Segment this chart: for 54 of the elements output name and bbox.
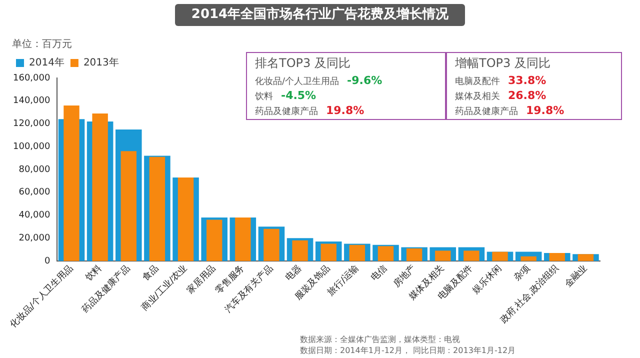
y-tick-label: 80,000 (18, 164, 50, 175)
bar (549, 252, 566, 261)
bar (320, 244, 336, 261)
bar (178, 177, 194, 261)
annotation: 电脑及配件 (455, 77, 500, 87)
annotation: -9.6% (347, 74, 382, 87)
x-tick-label: 娱乐休闲 (470, 262, 504, 296)
y-tick-label: 60,000 (18, 188, 50, 198)
annotation: 药品及健康产品 (455, 107, 518, 117)
x-tick-label: 电信 (369, 262, 390, 284)
legend-label: 2014年 (29, 56, 64, 69)
annotation: 19.8% (326, 104, 364, 117)
y-axis-title: 单位：百万元 (12, 38, 72, 51)
y-tick-label: 140,000 (13, 96, 50, 106)
bar (435, 250, 451, 261)
bar (92, 113, 108, 261)
bar (578, 254, 594, 261)
bar (292, 240, 308, 261)
x-tick-label: 食品 (140, 262, 161, 284)
annotation: 化妆品/个人卫生用品 (255, 77, 340, 87)
x-tick-label: 饮料 (82, 262, 104, 284)
annotation: 饮料 (255, 92, 273, 102)
bar (520, 256, 536, 261)
bar (378, 246, 394, 261)
y-tick-label: 40,000 (18, 210, 50, 221)
y-tick-label: 120,000 (13, 119, 50, 130)
y-tick-label: 20,000 (18, 233, 50, 244)
x-tick-label: 金融业 (562, 262, 590, 290)
text: 增幅TOP3 及同比 (455, 56, 550, 70)
x-tick-label: 杂项 (512, 262, 532, 284)
annotation: -4.5% (281, 89, 316, 102)
annotation: 26.8% (508, 89, 546, 102)
chart-title: 2014年全国市场各行业广告花费及增长情况 (175, 4, 465, 26)
bar (235, 217, 251, 261)
text: 数据日期：2014年1月-12月， 同比日期：2013年1月-12月 (300, 345, 516, 356)
bar (406, 248, 422, 261)
y-tick-label: 160,000 (13, 73, 50, 84)
bar (206, 220, 222, 261)
text: 排名TOP3 及同比 (255, 56, 350, 70)
annotation: 33.8% (508, 74, 546, 87)
bar (349, 244, 366, 261)
bar (464, 250, 480, 261)
x-tick-label: 电器 (283, 262, 304, 284)
bar (149, 156, 166, 261)
bar (492, 252, 508, 261)
y-tick-label: 100,000 (13, 142, 50, 152)
legend-label: 2013年 (83, 56, 119, 69)
source-note: 数据来源：全媒体广告监测，媒体类型：电视 (300, 334, 461, 345)
bar (264, 228, 280, 261)
annotation: 19.8% (526, 104, 564, 117)
annotation: 药品及健康产品 (255, 107, 318, 117)
bar (120, 151, 136, 261)
bar (64, 105, 80, 261)
annotation: 媒体及相关 (455, 92, 500, 102)
